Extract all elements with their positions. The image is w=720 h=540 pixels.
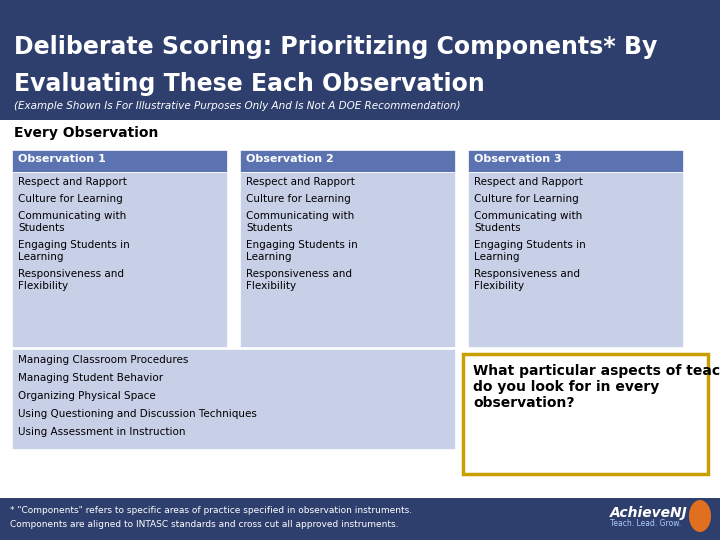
Bar (0, 498, 720, 540)
Bar (560, 502, 708, 536)
Text: Observation 1: Observation 1 (18, 154, 106, 164)
Text: Engaging Students in
Learning: Engaging Students in Learning (18, 240, 130, 261)
Text: Responsiveness and
Flexibility: Responsiveness and Flexibility (474, 269, 580, 291)
Text: Managing Classroom Procedures: Managing Classroom Procedures (18, 355, 189, 365)
Text: Responsiveness and
Flexibility: Responsiveness and Flexibility (246, 269, 352, 291)
Text: Responsiveness and
Flexibility: Responsiveness and Flexibility (18, 269, 124, 291)
Text: Respect and Rapport: Respect and Rapport (246, 177, 355, 187)
Text: AchieveNJ: AchieveNJ (610, 506, 688, 520)
Ellipse shape (689, 500, 711, 532)
Text: Engaging Students in
Learning: Engaging Students in Learning (474, 240, 586, 261)
Bar (12, 349, 455, 449)
Text: Communicating with
Students: Communicating with Students (18, 211, 126, 233)
Text: Deliberate Scoring: Prioritizing Components* By: Deliberate Scoring: Prioritizing Compone… (14, 35, 657, 59)
Text: Using Questioning and Discussion Techniques: Using Questioning and Discussion Techniq… (18, 409, 257, 419)
Text: What particular aspects of teaching
do you look for in every
observation?: What particular aspects of teaching do y… (473, 364, 720, 410)
Bar (468, 172, 683, 347)
Text: Engaging Students in
Learning: Engaging Students in Learning (246, 240, 358, 261)
Text: Culture for Learning: Culture for Learning (246, 194, 351, 204)
Bar (468, 150, 683, 172)
Text: Evaluating These Each Observation: Evaluating These Each Observation (14, 72, 485, 96)
Bar (12, 150, 227, 172)
Text: Teach. Lead. Grow.: Teach. Lead. Grow. (610, 519, 681, 528)
Text: Respect and Rapport: Respect and Rapport (18, 177, 127, 187)
Text: (Example Shown Is For Illustrative Purposes Only And Is Not A DOE Recommendation: (Example Shown Is For Illustrative Purpo… (14, 101, 461, 111)
Text: Communicating with
Students: Communicating with Students (474, 211, 582, 233)
Bar (240, 172, 455, 347)
Text: * "Components" refers to specific areas of practice specified in observation ins: * "Components" refers to specific areas … (10, 506, 412, 515)
Text: Culture for Learning: Culture for Learning (474, 194, 579, 204)
Text: Communicating with
Students: Communicating with Students (246, 211, 354, 233)
Text: Observation 3: Observation 3 (474, 154, 562, 164)
Bar (463, 354, 708, 474)
Text: Respect and Rapport: Respect and Rapport (474, 177, 583, 187)
Bar (12, 172, 227, 347)
Bar (0, 0, 720, 120)
Bar (240, 150, 455, 172)
Text: Managing Student Behavior: Managing Student Behavior (18, 373, 163, 383)
Text: Culture for Learning: Culture for Learning (18, 194, 122, 204)
Text: Every Observation: Every Observation (14, 126, 158, 140)
Text: 27: 27 (695, 512, 708, 522)
Text: Organizing Physical Space: Organizing Physical Space (18, 391, 156, 401)
Text: Components are aligned to INTASC standards and cross cut all approved instrument: Components are aligned to INTASC standar… (10, 520, 398, 529)
Text: Using Assessment in Instruction: Using Assessment in Instruction (18, 427, 186, 437)
Text: Observation 2: Observation 2 (246, 154, 334, 164)
